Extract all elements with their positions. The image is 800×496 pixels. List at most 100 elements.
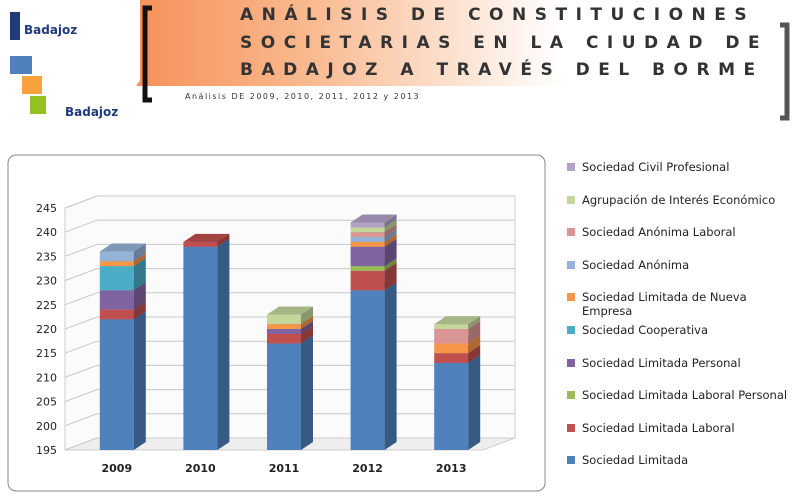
bar-segment xyxy=(267,329,301,334)
bar-segment xyxy=(350,266,385,271)
logo-text: Badajoz xyxy=(24,23,77,37)
bar-side xyxy=(384,238,397,267)
legend-item: Agrupación de Interés Económico xyxy=(565,193,790,207)
bar-side xyxy=(133,311,146,450)
subtitle: Análisis DE 2009, 2010, 2011, 2012 y 201… xyxy=(185,92,421,101)
bar-segment xyxy=(350,222,385,228)
bar-segment xyxy=(434,329,469,344)
y-tick-label: 230 xyxy=(36,275,57,288)
bar-side xyxy=(384,282,397,450)
legend-label: Agrupación de Interés Económico xyxy=(582,192,776,207)
legend-label: Sociedad Anónima Laboral xyxy=(582,225,736,240)
header: Badajoz Badajoz ANÁLISIS DE CONSTITUCION… xyxy=(0,0,800,150)
legend-label: Sociedad Limitada xyxy=(582,453,689,468)
y-tick-label: 210 xyxy=(36,371,57,384)
bar-side xyxy=(468,354,481,450)
title-line: SOCIETARIAS EN LA CIUDAD DE xyxy=(240,33,769,53)
y-tick-label: 220 xyxy=(36,323,57,336)
chart: 195 200 205 210 215 220 225 230 235 240 245 2009 201… xyxy=(7,154,546,492)
x-tick-label: 2013 xyxy=(436,462,467,475)
legend-swatch xyxy=(567,391,575,400)
title-line: BADAJOZ A TRAVÉS DEL BORME xyxy=(240,60,764,80)
legend-label: Sociedad Cooperativa xyxy=(582,323,709,337)
legend-swatch xyxy=(567,326,575,334)
y-tick-label: 200 xyxy=(36,420,57,433)
bar-side xyxy=(133,258,146,291)
legend-label: Sociedad Anónima xyxy=(582,257,690,272)
bar-side xyxy=(384,224,397,238)
bar-side xyxy=(217,233,230,247)
bar-side xyxy=(301,306,313,325)
bar-top xyxy=(183,233,230,242)
legend-swatch xyxy=(567,293,575,302)
legend-label: Sociedad Limitada Laboral xyxy=(582,420,735,435)
bar-segment xyxy=(267,324,301,329)
legend-item: Sociedad Limitada Laboral Personal xyxy=(565,388,790,402)
legend: Sociedad Limitada Sociedad Limitada Labor… xyxy=(565,160,795,480)
bar-segment xyxy=(350,241,385,247)
bar-side xyxy=(384,219,397,233)
bar-top xyxy=(434,316,481,325)
bar-segment xyxy=(350,270,385,291)
bar-segment xyxy=(350,290,385,450)
legend-label: Sociedad Limitada de Nueva Empresa xyxy=(582,290,747,319)
bar-segment xyxy=(183,246,218,450)
bar-segment xyxy=(183,241,218,247)
bracket-left xyxy=(142,5,152,103)
bar-segment xyxy=(434,353,469,363)
bar-top xyxy=(350,214,397,223)
bar-side xyxy=(384,262,397,291)
legend-item: Sociedad Limitada Personal xyxy=(565,356,790,370)
bar-side xyxy=(301,335,313,450)
legend-item: Sociedad Anónima xyxy=(565,258,790,272)
bracket-right xyxy=(780,22,790,121)
bar-side xyxy=(468,321,481,344)
legend-item: Sociedad Limitada de Nueva Empresa xyxy=(565,290,790,318)
bar-side xyxy=(133,282,146,310)
y-tick-label: 225 xyxy=(36,299,57,312)
legend-item: Sociedad Civil Profesional xyxy=(565,160,790,174)
bar-segment xyxy=(267,343,301,450)
bar-side xyxy=(384,258,397,271)
bar-segment xyxy=(434,343,469,354)
x-tick-label: 2011 xyxy=(269,462,300,475)
bar-segment xyxy=(99,319,134,450)
y-tick-label: 205 xyxy=(36,396,57,409)
bar-segment xyxy=(350,232,385,238)
bar-side xyxy=(468,316,481,329)
bar-side xyxy=(468,335,481,354)
bar-side xyxy=(217,238,230,450)
bar-side xyxy=(301,321,313,334)
legend-item: Sociedad Limitada Laboral xyxy=(565,421,790,435)
bar-side xyxy=(301,316,313,329)
legend-item: Sociedad Cooperativa xyxy=(565,323,790,337)
bar-segment xyxy=(350,246,385,267)
bar-side xyxy=(384,233,397,247)
bar-segment xyxy=(99,290,134,310)
bar-side xyxy=(133,253,146,267)
bar-segment xyxy=(99,251,134,262)
x-tick-label: 2012 xyxy=(352,462,383,475)
bar-side xyxy=(133,243,146,262)
y-tick-label: 240 xyxy=(36,226,57,239)
bar-segment xyxy=(99,309,134,320)
legend-swatch xyxy=(567,456,575,465)
y-tick-label: 245 xyxy=(36,202,57,215)
legend-swatch xyxy=(567,195,575,204)
y-tick-label: 235 xyxy=(36,250,57,263)
bar-segment xyxy=(350,237,385,242)
bar-side xyxy=(384,229,397,242)
bar-segment xyxy=(267,314,301,325)
bar-segment xyxy=(434,324,469,329)
logo-shield xyxy=(10,12,20,40)
legend-label: Sociedad Limitada Laboral Personal xyxy=(582,388,788,403)
bar-side xyxy=(384,214,397,228)
bar-segment xyxy=(350,227,385,233)
legend-item: Sociedad Limitada xyxy=(565,453,790,467)
bar-side xyxy=(133,301,146,320)
legend-swatch xyxy=(567,358,575,367)
legend-swatch xyxy=(567,163,575,171)
bar-top xyxy=(267,306,313,315)
header-art: Badajoz Badajoz xyxy=(0,0,790,150)
